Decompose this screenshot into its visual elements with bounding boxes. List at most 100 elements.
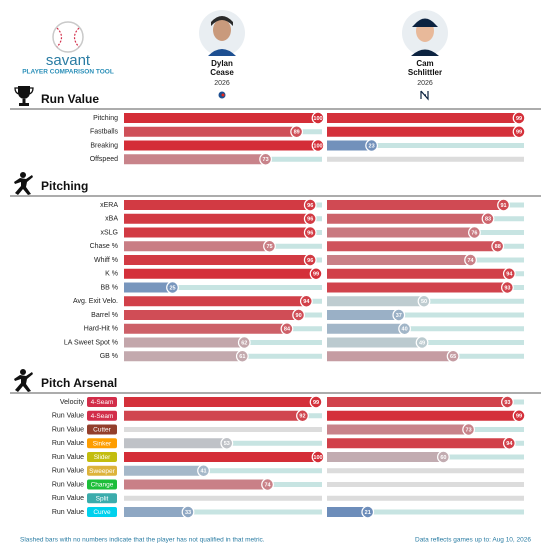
percentile-dot bbox=[502, 267, 516, 281]
percentile-dot bbox=[468, 226, 481, 239]
percentile-value: 62 bbox=[241, 340, 247, 346]
percentile-value: 93 bbox=[504, 285, 510, 291]
subtitle: PLAYER COMPARISON TOOL bbox=[22, 69, 114, 76]
percentile-dot bbox=[311, 111, 325, 125]
percentile-dot bbox=[311, 450, 325, 464]
logo-ball bbox=[52, 21, 84, 53]
percentile-bar bbox=[124, 310, 299, 320]
bar-track bbox=[327, 509, 524, 515]
metric-label: Whiff % bbox=[94, 257, 118, 264]
percentile-value: 75 bbox=[266, 244, 272, 250]
percentile-bar bbox=[124, 452, 318, 462]
pitch-tag bbox=[87, 465, 117, 476]
percentile-value: 99 bbox=[313, 400, 319, 406]
percentile-bar bbox=[327, 310, 399, 320]
percentile-bar bbox=[124, 351, 243, 362]
percentile-bar bbox=[124, 410, 303, 421]
percentile-dot bbox=[220, 436, 234, 450]
percentile-bar bbox=[124, 113, 318, 123]
percentile-dot bbox=[290, 125, 304, 139]
percentile-bar bbox=[124, 337, 245, 348]
percentile-dot bbox=[501, 281, 514, 294]
percentile-value: 96 bbox=[307, 203, 313, 209]
percentile-dot bbox=[166, 281, 179, 294]
percentile-bar bbox=[124, 268, 317, 279]
pitch-tag bbox=[87, 493, 117, 504]
percentile-bar bbox=[327, 126, 520, 137]
percentile-value: 60 bbox=[440, 455, 446, 461]
percentile-bar bbox=[327, 337, 423, 348]
percentile-bar bbox=[124, 241, 270, 252]
percentile-bar bbox=[124, 154, 266, 165]
pitcher-icon bbox=[14, 172, 33, 195]
metric-label: Breaking bbox=[90, 142, 118, 149]
percentile-dot bbox=[299, 294, 313, 308]
percentile-bar bbox=[327, 268, 510, 279]
empty-track bbox=[124, 495, 322, 501]
percentile-value: 50 bbox=[421, 299, 427, 305]
percentile-bar bbox=[327, 323, 405, 334]
metric-label: Hard-Hit % bbox=[84, 326, 118, 333]
percentile-bar bbox=[327, 282, 508, 293]
percentile-dot bbox=[197, 464, 210, 478]
team-logo bbox=[218, 91, 226, 99]
player-first-name: Dylan bbox=[211, 59, 233, 68]
percentile-value: 49 bbox=[419, 340, 425, 346]
percentile-value: 94 bbox=[506, 441, 513, 447]
percentile-value: 73 bbox=[466, 427, 472, 433]
section-title: Pitching bbox=[41, 179, 88, 193]
bar-track bbox=[327, 312, 524, 318]
pitch-tag bbox=[87, 410, 117, 421]
percentile-value: 33 bbox=[185, 510, 191, 516]
percentile-value: 96 bbox=[307, 230, 313, 236]
percentile-dot bbox=[501, 395, 514, 409]
player-year: 2026 bbox=[417, 80, 433, 87]
percentile-dot bbox=[415, 336, 429, 349]
pitch-tag bbox=[87, 397, 117, 407]
pitch-name: 4-Seam bbox=[91, 413, 114, 420]
percentile-dot bbox=[491, 239, 505, 253]
percentile-dot bbox=[181, 505, 195, 519]
metric-label: Run Value bbox=[52, 454, 84, 461]
percentile-bar bbox=[124, 227, 311, 238]
player-first-name: Cam bbox=[416, 59, 433, 68]
empty-track bbox=[124, 427, 322, 432]
metric-label: Run Value bbox=[52, 468, 84, 475]
percentile-dot bbox=[235, 349, 249, 363]
bar-track bbox=[124, 468, 322, 474]
percentile-dot bbox=[497, 198, 510, 212]
percentile-bar bbox=[124, 140, 318, 151]
section-title: Pitch Arsenal bbox=[41, 376, 117, 390]
percentile-dot bbox=[464, 253, 477, 267]
percentile-bar bbox=[124, 397, 317, 407]
metric-label: Run Value bbox=[52, 426, 84, 433]
bar-track bbox=[124, 285, 322, 290]
percentile-bar bbox=[124, 200, 311, 210]
empty-track bbox=[327, 495, 524, 501]
metric-label: Run Value bbox=[52, 481, 84, 488]
percentile-value: 92 bbox=[299, 414, 305, 420]
footer-note: Slashed bars with no numbers indicate th… bbox=[20, 537, 265, 544]
metric-label: LA Sweet Spot % bbox=[64, 339, 118, 346]
percentile-bar bbox=[327, 113, 520, 123]
metric-label: Fastballs bbox=[90, 129, 119, 136]
percentile-value: 91 bbox=[500, 203, 506, 209]
pitch-name: Sinker bbox=[93, 440, 112, 447]
percentile-dot bbox=[437, 450, 450, 464]
section-title: Run Value bbox=[41, 92, 99, 106]
metric-label: Offspeed bbox=[90, 156, 118, 163]
percentile-dot bbox=[311, 139, 325, 152]
percentile-value: 84 bbox=[284, 327, 291, 333]
pitch-name: Cutter bbox=[93, 427, 112, 434]
percentile-value: 74 bbox=[264, 482, 271, 488]
empty-track bbox=[327, 482, 524, 487]
footer-updated: Data reflects games up to: Aug 10, 2026 bbox=[415, 537, 531, 544]
metric-label: Avg. Exit Velo. bbox=[73, 298, 118, 305]
percentile-dot bbox=[512, 409, 526, 423]
percentile-dot bbox=[481, 212, 495, 226]
percentile-value: 21 bbox=[365, 510, 371, 516]
percentile-value: 40 bbox=[402, 327, 408, 333]
percentile-value: 96 bbox=[307, 258, 313, 264]
percentile-bar bbox=[327, 227, 475, 238]
player-year: 2026 bbox=[214, 80, 230, 87]
